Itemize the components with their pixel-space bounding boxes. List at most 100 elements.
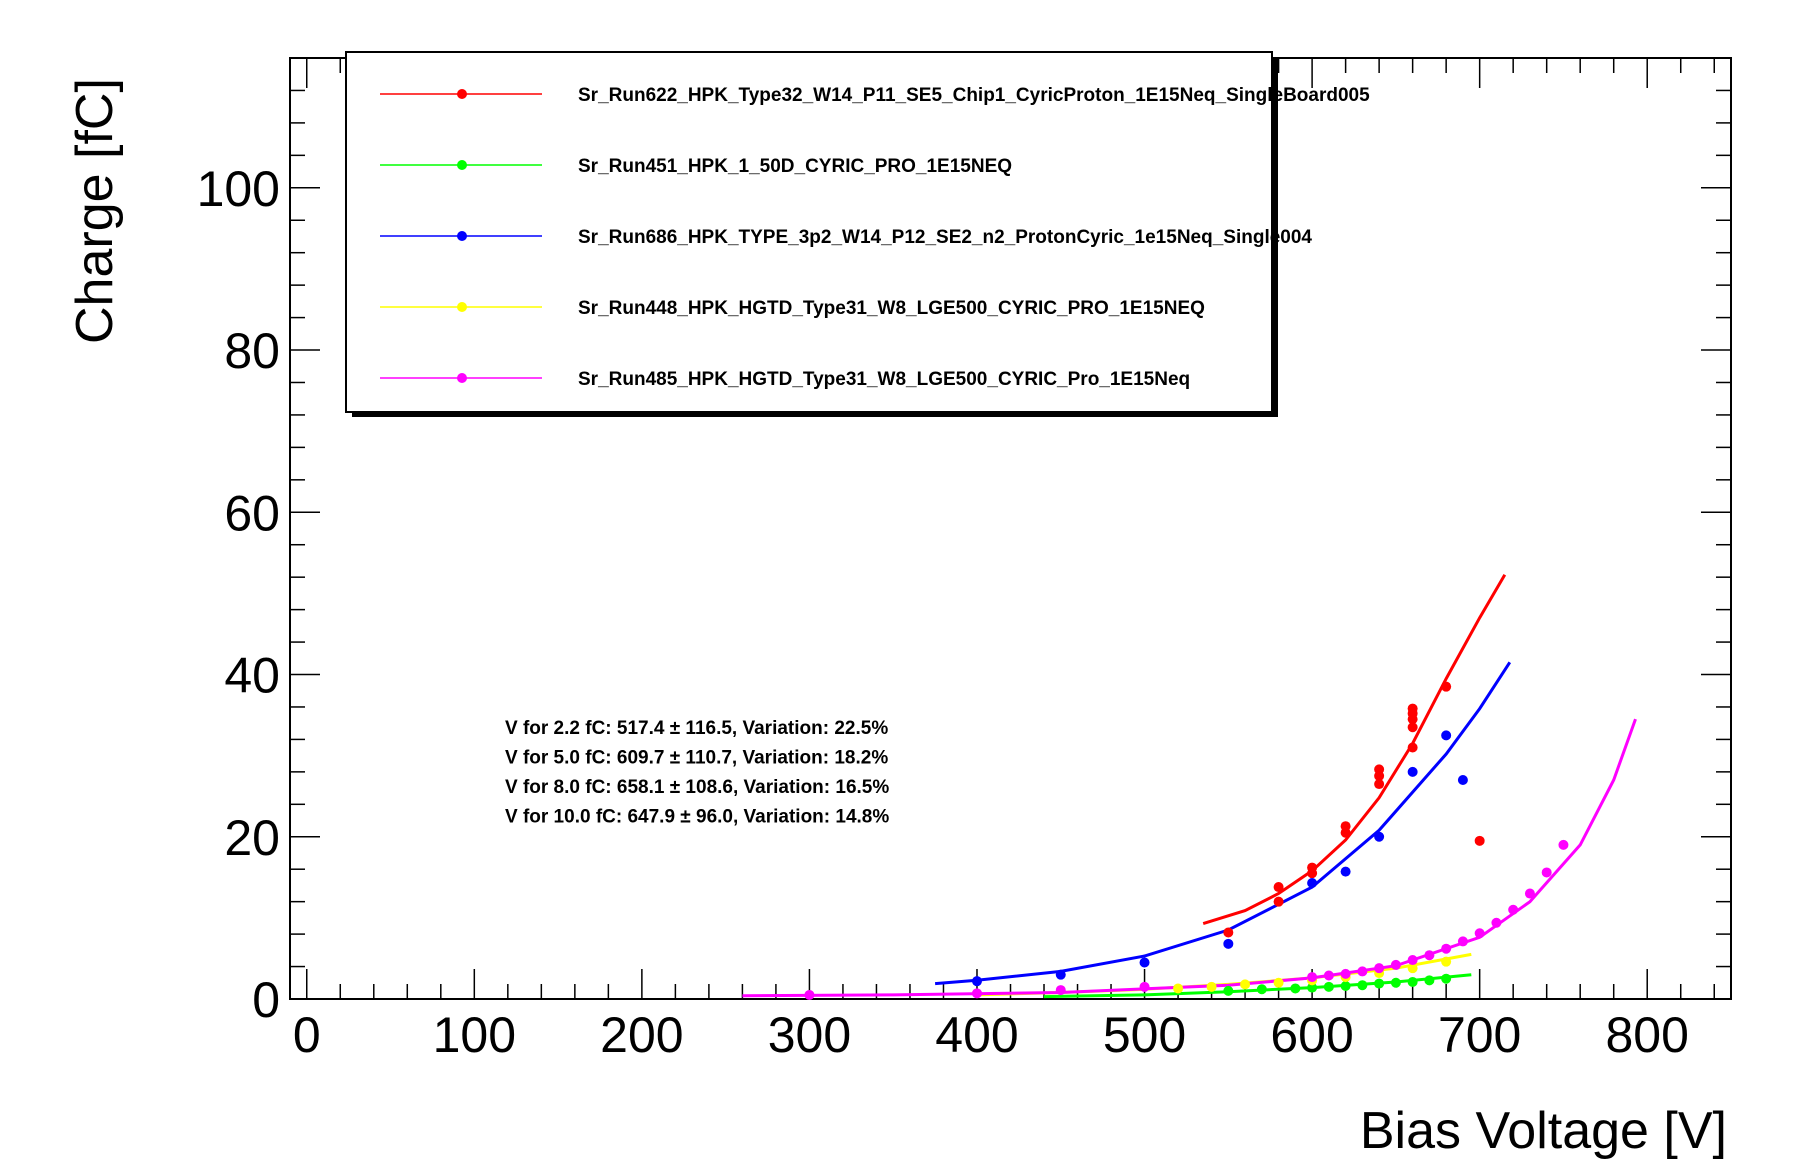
annotations: V for 2.2 fC: 517.4 ± 116.5, Variation: … — [505, 718, 889, 828]
data-point — [1508, 904, 1519, 915]
data-point — [1340, 866, 1351, 877]
data-point — [1457, 774, 1468, 785]
x-tick-label: 700 — [1438, 1007, 1521, 1063]
data-point — [1441, 973, 1452, 984]
data-point — [1407, 955, 1418, 966]
x-tick-label: 300 — [768, 1007, 851, 1063]
data-point — [1441, 943, 1452, 954]
data-point — [1474, 928, 1485, 939]
data-point — [1491, 917, 1502, 928]
data-point — [1407, 742, 1418, 753]
data-point — [1424, 950, 1435, 961]
data-point — [1441, 956, 1452, 967]
legend-label: Sr_Run485_HPK_HGTD_Type31_W8_LGE500_CYRI… — [578, 369, 1190, 390]
data-point — [1307, 972, 1318, 983]
legend-label: Sr_Run686_HPK_TYPE_3p2_W14_P12_SE2_n2_Pr… — [578, 227, 1312, 248]
data-point — [1390, 959, 1401, 970]
data-point — [1340, 981, 1351, 992]
data-point — [1374, 764, 1385, 775]
data-points — [804, 681, 1569, 1000]
data-point — [1240, 979, 1251, 990]
fit-curve-3 — [934, 661, 1512, 986]
data-point — [1290, 983, 1301, 994]
data-point — [1524, 888, 1535, 899]
data-point — [1139, 957, 1150, 968]
data-point — [1357, 980, 1368, 991]
y-tick-label: 20 — [224, 810, 280, 866]
x-tick-label: 0 — [293, 1007, 321, 1063]
data-point — [1424, 975, 1435, 986]
data-point — [1374, 779, 1385, 790]
fit-curve-1 — [1202, 573, 1507, 926]
x-tick-label: 400 — [935, 1007, 1018, 1063]
annotation-line: V for 8.0 fC: 658.1 ± 108.6, Variation: … — [505, 777, 889, 798]
data-point — [1273, 977, 1284, 988]
data-point — [1340, 968, 1351, 979]
data-point — [1256, 984, 1267, 995]
data-point — [1307, 877, 1318, 888]
data-point — [971, 988, 982, 999]
x-tick-label: 100 — [433, 1007, 516, 1063]
data-point — [1407, 722, 1418, 733]
data-point — [1139, 981, 1150, 992]
data-point — [971, 976, 982, 987]
data-point — [804, 989, 815, 1000]
legend-label: Sr_Run622_HPK_Type32_W14_P11_SE5_Chip1_C… — [578, 85, 1370, 106]
data-point — [1273, 882, 1284, 893]
data-point — [1407, 963, 1418, 974]
legend-label: Sr_Run448_HPK_HGTD_Type31_W8_LGE500_CYRI… — [578, 298, 1205, 319]
y-tick-label: 80 — [224, 323, 280, 379]
data-point — [1206, 981, 1217, 992]
y-tick-label: 40 — [224, 648, 280, 704]
x-tick-label: 500 — [1103, 1007, 1186, 1063]
data-point — [1390, 977, 1401, 988]
data-point — [1457, 936, 1468, 947]
annotation-line: V for 5.0 fC: 609.7 ± 110.7, Variation: … — [505, 748, 888, 769]
data-point — [1374, 978, 1385, 989]
legend-box — [345, 51, 1273, 413]
legend-label: Sr_Run451_HPK_1_50D_CYRIC_PRO_1E15NEQ — [578, 156, 1012, 177]
data-point — [1307, 862, 1318, 873]
x-tick-label: 800 — [1606, 1007, 1689, 1063]
data-point — [1340, 821, 1351, 832]
legend-marker — [457, 160, 467, 170]
data-point — [1407, 766, 1418, 777]
legend: Sr_Run622_HPK_Type32_W14_P11_SE5_Chip1_C… — [345, 51, 1370, 417]
y-axis-title: Charge [fC] — [66, 78, 124, 344]
data-point — [1441, 681, 1452, 692]
x-tick-label: 200 — [600, 1007, 683, 1063]
data-point — [1223, 938, 1234, 949]
data-point — [1323, 981, 1334, 992]
data-point — [1307, 982, 1318, 993]
data-point — [1273, 896, 1284, 907]
legend-marker — [457, 231, 467, 241]
legend-marker — [457, 89, 467, 99]
data-point — [1558, 839, 1569, 850]
data-point — [1441, 730, 1452, 741]
x-tick-label: 600 — [1270, 1007, 1353, 1063]
legend-marker — [457, 373, 467, 383]
data-point — [1055, 969, 1066, 980]
annotation-line: V for 2.2 fC: 517.4 ± 116.5, Variation: … — [505, 718, 888, 739]
data-point — [1357, 966, 1368, 977]
data-point — [1407, 976, 1418, 987]
y-tick-label: 100 — [197, 161, 280, 217]
x-axis-title: Bias Voltage [V] — [1360, 1102, 1727, 1160]
data-point — [1223, 927, 1234, 938]
data-point — [1055, 985, 1066, 996]
legend-marker — [457, 302, 467, 312]
y-tick-label: 0 — [252, 972, 280, 1028]
data-point — [1223, 985, 1234, 996]
data-point — [1374, 963, 1385, 974]
data-point — [1173, 983, 1184, 994]
fit-curve-2 — [1043, 973, 1472, 999]
tick-labels: 0 100 200 300 400 500 600 700 800 0 20 40 60 80 100 — [197, 161, 1689, 1063]
data-point — [1474, 835, 1485, 846]
data-point — [1323, 970, 1334, 981]
data-point — [1541, 867, 1552, 878]
y-tick-label: 60 — [224, 485, 280, 541]
annotation-line: V for 10.0 fC: 647.9 ± 96.0, Variation: … — [505, 807, 889, 828]
data-point — [1407, 703, 1418, 714]
data-point — [1374, 831, 1385, 842]
